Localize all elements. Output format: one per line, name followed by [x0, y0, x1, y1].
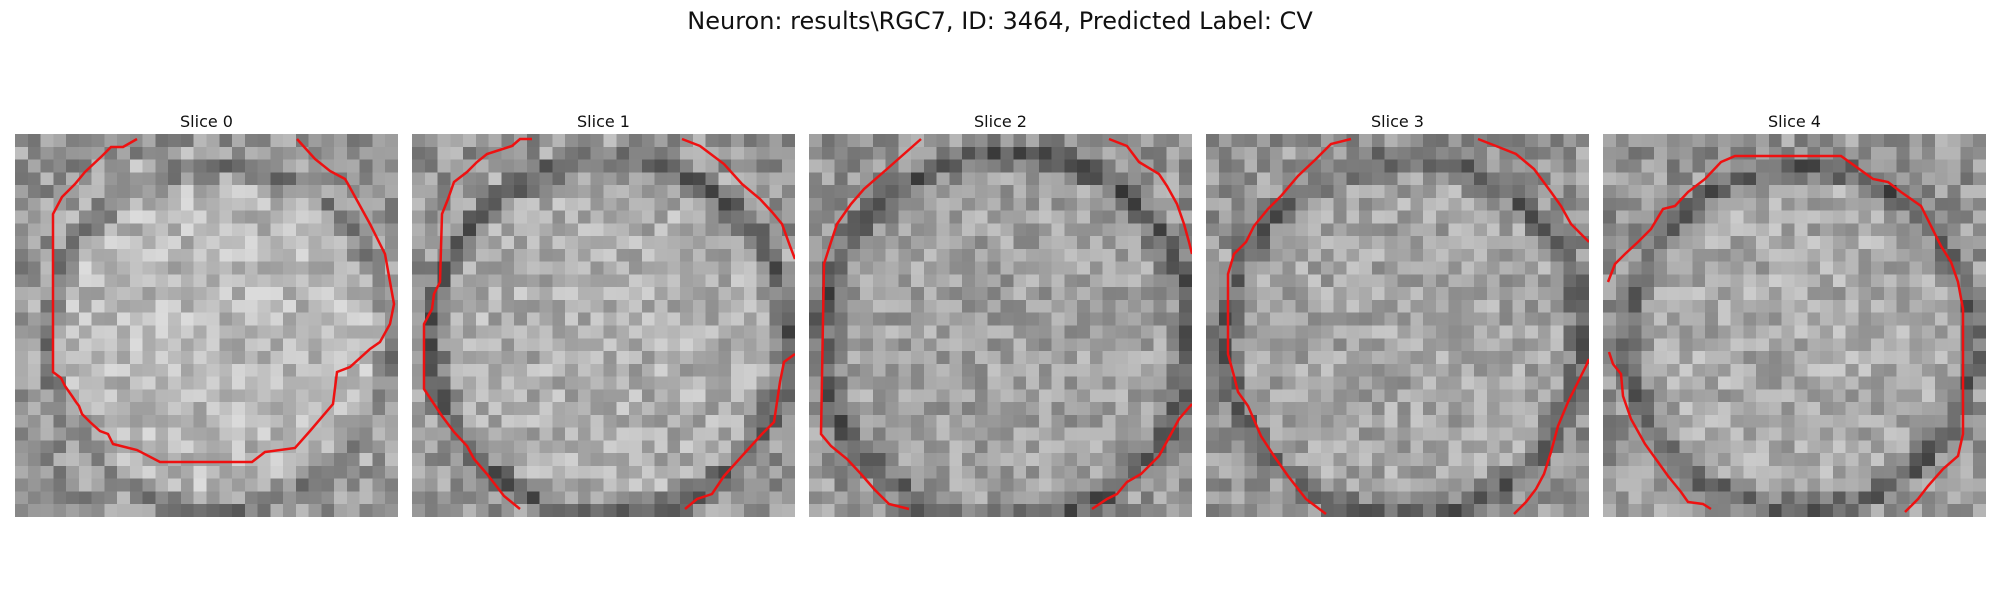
figure-title: Neuron: results\RGC7, ID: 3464, Predicte… — [687, 7, 1313, 35]
contour-overlay — [819, 137, 1192, 511]
contour-overlay — [1606, 154, 1965, 513]
cell-contour-line — [51, 137, 396, 464]
cell-contour-line — [1108, 137, 1192, 255]
slice-title: Slice 3 — [1371, 112, 1424, 131]
slice-image — [412, 134, 795, 517]
cell-contour-line — [684, 352, 795, 510]
slice-panel: Slice 0 — [15, 110, 398, 517]
slice-title: Slice 4 — [1768, 112, 1821, 131]
cell-contour-line — [1091, 403, 1192, 511]
cell-contour-line — [819, 138, 922, 511]
cell-contour-line — [681, 137, 795, 260]
slice-image — [1603, 134, 1986, 517]
slice-panel: Slice 2 — [809, 110, 1192, 517]
cell-contour-line — [1513, 358, 1589, 515]
cell-contour-line — [422, 137, 532, 510]
slice-panel: Slice 4 — [1603, 110, 1986, 517]
contour-overlay — [422, 137, 795, 510]
slice-title: Slice 2 — [974, 112, 1027, 131]
slice-title: Slice 0 — [180, 112, 233, 131]
contour-overlay — [51, 137, 396, 464]
contour-overlay — [1226, 137, 1589, 515]
cell-contour-line — [1607, 351, 1712, 511]
cell-contour-line — [1226, 137, 1352, 515]
slice-image — [1206, 134, 1589, 517]
cell-contour-line — [1477, 137, 1589, 243]
slice-panel: Slice 1 — [412, 110, 795, 517]
slice-panel: Slice 3 — [1206, 110, 1589, 517]
cell-contour-line — [1606, 154, 1965, 513]
slice-image — [809, 134, 1192, 517]
slice-image — [15, 134, 398, 517]
slice-title: Slice 1 — [577, 112, 630, 131]
